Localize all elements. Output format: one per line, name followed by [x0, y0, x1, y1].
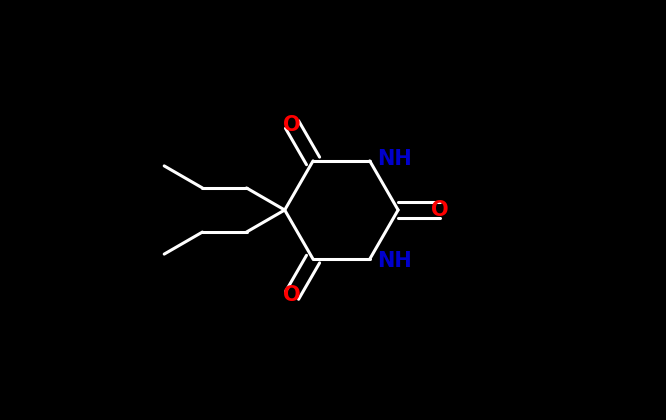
- Text: O: O: [283, 115, 301, 134]
- Text: O: O: [283, 286, 301, 305]
- Text: NH: NH: [378, 251, 412, 271]
- Text: O: O: [432, 200, 449, 220]
- Text: NH: NH: [378, 149, 412, 169]
